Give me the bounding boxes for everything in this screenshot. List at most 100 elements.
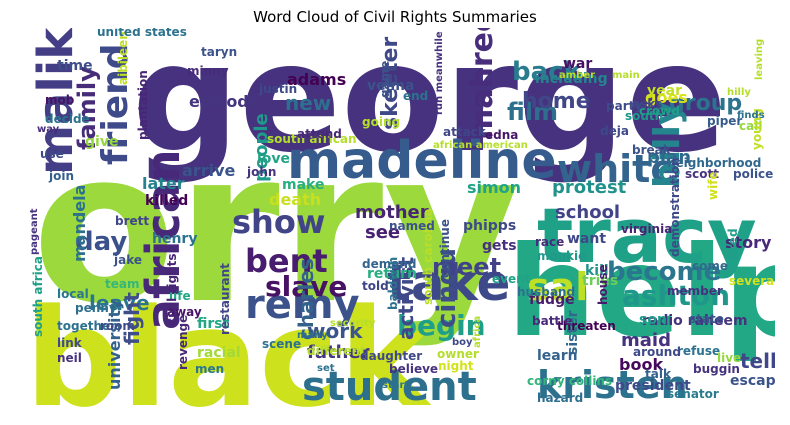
word-demonstration: demonstration xyxy=(668,157,682,257)
word-finds: finds xyxy=(737,110,765,121)
word-scene: scene xyxy=(262,337,301,351)
word-episode: episode xyxy=(189,92,260,111)
word-ashton: ashton xyxy=(622,279,730,312)
word-battle: battle xyxy=(532,314,572,328)
word-penny: penny xyxy=(75,301,117,315)
word-young: young xyxy=(750,108,764,150)
word-told: told xyxy=(362,279,389,293)
word-asks: asks xyxy=(632,97,662,111)
word-main: main xyxy=(612,70,640,81)
word-amber: amber xyxy=(559,70,595,81)
word-game: game xyxy=(378,61,392,98)
word-tries: tries xyxy=(582,273,618,289)
word-threaten: threaten xyxy=(557,319,616,333)
word-plantation: plantation xyxy=(136,70,150,140)
word-malik: malik xyxy=(28,28,84,175)
word-south-carolina: south carolina xyxy=(421,208,435,305)
word-party: party xyxy=(606,99,642,113)
word-story: story xyxy=(725,233,772,252)
word-police: police xyxy=(733,167,773,181)
word-event: event xyxy=(492,272,531,286)
word-slave: slave xyxy=(265,270,347,303)
word-president: president xyxy=(615,378,691,394)
word-south: south xyxy=(625,109,663,123)
chart-title: Word Cloud of Civil Rights Summaries xyxy=(253,8,537,26)
word-believe: believe xyxy=(389,362,438,376)
word-simon: simon xyxy=(467,178,521,197)
word-civil-rights: civil rights xyxy=(165,254,179,326)
word-africa: africa xyxy=(472,316,483,348)
word-begin: begin xyxy=(397,309,486,342)
word-adams: adams xyxy=(287,70,346,89)
word-goes: goes xyxy=(645,88,688,107)
word-leaving: leaving xyxy=(754,39,765,80)
word-arrive: arrive xyxy=(182,161,235,180)
word-many: many xyxy=(297,330,328,341)
word-film: film xyxy=(507,98,558,126)
word-home: home xyxy=(522,89,591,114)
word-new: new xyxy=(285,91,331,115)
word-tracy: tracy xyxy=(537,191,757,280)
word-owner: owner xyxy=(437,347,479,361)
word-time: time xyxy=(57,58,93,74)
word-sal: sal xyxy=(527,265,588,309)
word-corny-collins: corny collins xyxy=(527,374,612,388)
word-velma: velma xyxy=(367,78,414,94)
word-senator: senator xyxy=(667,387,719,401)
word-refuse: refuse xyxy=(677,344,720,358)
word-brett: brett xyxy=(115,214,149,228)
word-killed: killed xyxy=(145,193,188,209)
word-leave: leave xyxy=(89,291,150,315)
word-plan: plan xyxy=(647,147,691,168)
word-war: war xyxy=(563,56,592,72)
word-remy: remy xyxy=(245,282,360,328)
word-join: join xyxy=(48,169,74,183)
word-mob: mob xyxy=(45,93,75,107)
word-protest: protest xyxy=(552,177,627,198)
word-crowd: crowd xyxy=(639,104,680,118)
word-kill: kill xyxy=(585,263,609,279)
word-african-american: african american xyxy=(433,140,528,151)
word-charles: charles xyxy=(294,258,318,340)
word-named: named xyxy=(389,219,435,233)
word-friend: friend xyxy=(95,43,136,165)
word-student: student xyxy=(302,364,477,410)
word-george: george xyxy=(132,28,727,186)
word-show: show xyxy=(232,203,325,241)
word-house: house xyxy=(596,264,610,305)
word-love: love xyxy=(257,151,290,167)
word-different: different xyxy=(307,344,366,358)
word-mahree: mahree xyxy=(465,28,500,140)
word-return: return xyxy=(367,266,417,282)
word-madeline: madeline xyxy=(287,131,557,191)
word-south-africa: south africa xyxy=(31,256,45,337)
word-fudge: fudge xyxy=(529,292,575,308)
word-skeeter: skeeter xyxy=(378,37,403,130)
word-come: come xyxy=(692,259,728,273)
word-south-african: south african xyxy=(267,132,357,146)
word-maid: maid xyxy=(621,330,671,351)
word-attend: attend xyxy=(297,127,342,141)
word-take: take xyxy=(387,254,510,312)
word-away: away xyxy=(167,305,202,319)
word-around: around xyxy=(633,345,681,359)
word-break: break xyxy=(632,143,672,157)
word-henry: henry xyxy=(152,231,197,247)
word-help: help xyxy=(507,220,775,365)
word-call: call xyxy=(739,119,762,133)
word-learn: learn xyxy=(537,348,578,364)
word-justin: justin xyxy=(258,82,297,96)
word-phipps: phipps xyxy=(463,218,516,234)
word-decide: decide xyxy=(45,112,90,126)
word-gets: gets xyxy=(482,238,517,254)
word-link: link xyxy=(57,336,83,350)
word-black: black xyxy=(25,280,432,414)
word-together: together xyxy=(57,319,116,333)
word-piper: piper xyxy=(707,114,742,128)
word-local: local xyxy=(57,287,89,301)
word-race: race xyxy=(535,235,564,249)
word-neil: neil xyxy=(57,351,82,365)
word-john: john xyxy=(246,165,276,179)
word-escape: escape xyxy=(730,373,775,389)
word-team: team xyxy=(105,277,139,291)
